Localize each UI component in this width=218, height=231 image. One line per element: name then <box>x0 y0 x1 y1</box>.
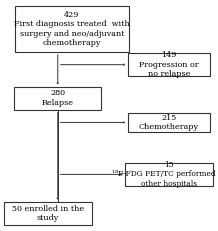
Text: 50 enrolled in the
study: 50 enrolled in the study <box>12 205 84 222</box>
Text: 15
¹⁸F-FDG PET/TC performed in
other hospitals: 15 ¹⁸F-FDG PET/TC performed in other hos… <box>112 161 218 188</box>
FancyBboxPatch shape <box>128 53 210 76</box>
Text: 215
Chemotherapy: 215 Chemotherapy <box>139 114 199 131</box>
FancyBboxPatch shape <box>14 87 101 110</box>
FancyBboxPatch shape <box>4 202 92 225</box>
Text: 429
First diagnosis treated  with
surgery and neo/adjuvant
chemotherapy: 429 First diagnosis treated with surgery… <box>14 11 130 47</box>
FancyBboxPatch shape <box>128 113 210 132</box>
Text: 280
Relapse: 280 Relapse <box>42 89 74 107</box>
FancyBboxPatch shape <box>125 163 213 186</box>
FancyBboxPatch shape <box>15 6 129 52</box>
Text: 149
Progression or
no relapse: 149 Progression or no relapse <box>139 51 199 78</box>
